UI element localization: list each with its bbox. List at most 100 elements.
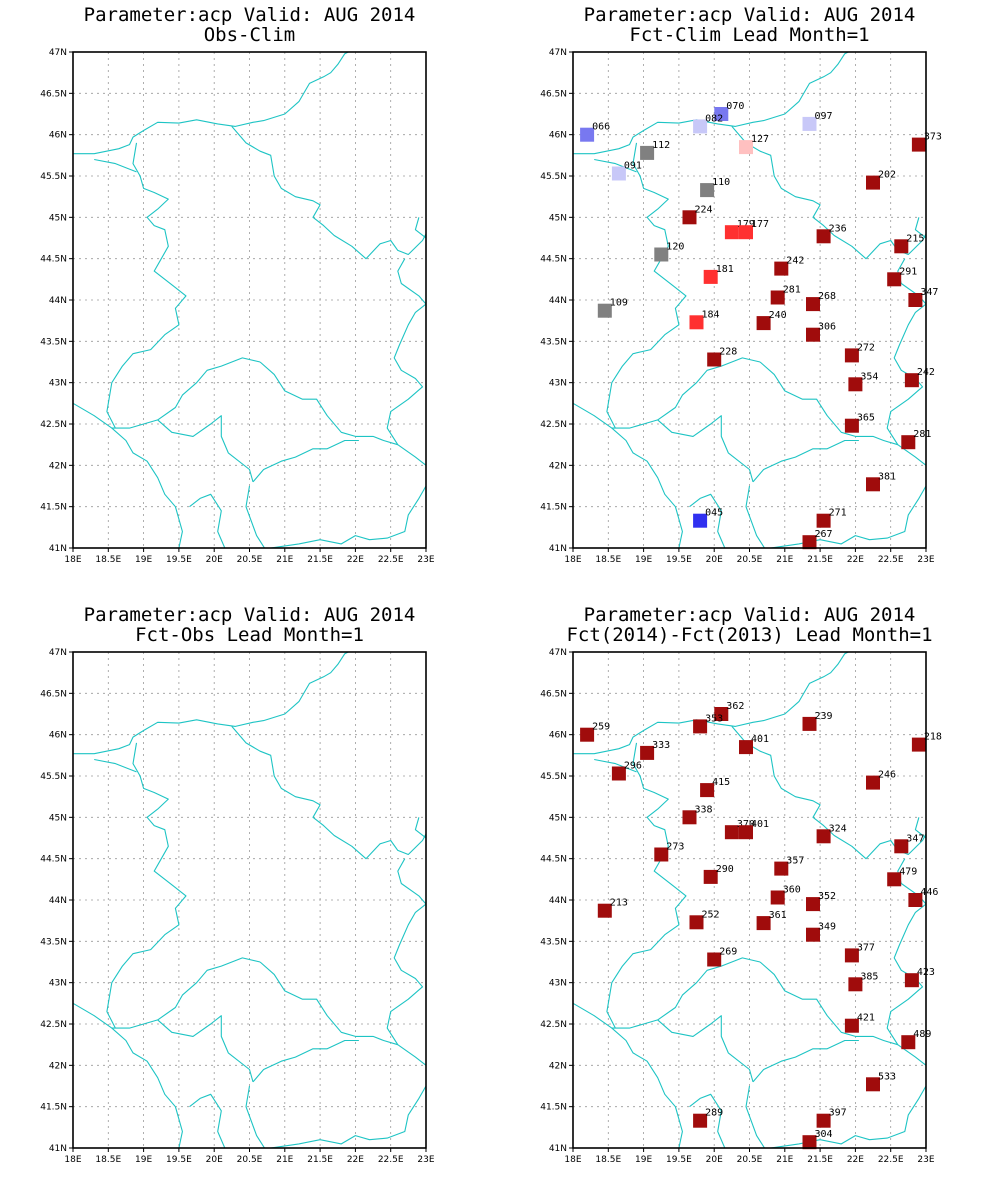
lon-tick-label: 18.5E <box>595 555 621 565</box>
lat-tick-label: 45N <box>49 813 67 823</box>
station-marker <box>816 229 831 244</box>
lat-tick-label: 41N <box>549 1144 567 1154</box>
border-line <box>594 158 637 173</box>
lat-tick-label: 43N <box>549 979 567 989</box>
lat-tick-label: 42N <box>549 1061 567 1071</box>
station-marker <box>908 293 923 307</box>
station-label: 218 <box>924 732 942 743</box>
border-line <box>231 726 426 860</box>
station-label: 370 <box>737 819 755 830</box>
station-marker <box>611 166 626 181</box>
axis-labels: 18E 18.5E 19E 19.5E 20E 20.5E 21E 21.5E 22E 22.5E… <box>540 648 935 1165</box>
station-label: 352 <box>818 891 836 902</box>
station-marker <box>714 707 729 721</box>
lon-tick-label: 18.5E <box>95 555 121 565</box>
lat-tick-label: 43.5N <box>540 337 567 347</box>
station-label: 082 <box>705 113 723 124</box>
station-label: 252 <box>702 909 720 920</box>
station-marker <box>700 183 715 198</box>
station-marker <box>654 847 669 862</box>
station-label: 304 <box>815 1129 833 1140</box>
lat-tick-label: 44.5N <box>540 855 567 865</box>
border-line <box>573 402 683 548</box>
border-line <box>689 493 726 548</box>
panel-fct-fct: Parameter:acp Valid: AUG 2014Fct(2014)-F… <box>540 604 942 1165</box>
station-marker <box>816 829 831 844</box>
lon-tick-label: 21E <box>276 1155 293 1165</box>
lat-tick-label: 45.5N <box>540 172 567 182</box>
station-marker <box>693 119 708 134</box>
station-label: 365 <box>857 413 875 424</box>
station-marker <box>703 869 718 884</box>
station-label: 281 <box>783 285 801 296</box>
station-label: 179 <box>737 219 755 230</box>
lon-tick-label: 20E <box>206 1155 223 1165</box>
station-marker <box>844 948 859 963</box>
lat-tick-label: 42.5N <box>40 420 67 430</box>
station-label: 202 <box>878 170 896 181</box>
station-marker <box>908 893 923 907</box>
station-label: 271 <box>829 508 847 519</box>
lat-tick-label: 45N <box>549 813 567 823</box>
station-marker <box>802 535 817 550</box>
border-line <box>157 1015 254 1083</box>
station-label: 354 <box>860 371 878 382</box>
lon-tick-label: 20.5E <box>737 555 763 565</box>
station-marker <box>580 727 595 742</box>
country-borders <box>73 652 426 1148</box>
station-marker <box>904 373 919 388</box>
lat-tick-label: 42N <box>49 461 67 471</box>
lon-tick-label: 20.5E <box>737 1155 763 1165</box>
station-label: 377 <box>857 942 875 953</box>
station-label: 296 <box>624 761 642 772</box>
border-line <box>606 142 687 429</box>
border-line <box>414 217 426 239</box>
lat-tick-label: 41N <box>549 544 567 554</box>
lat-tick-label: 47N <box>49 648 67 658</box>
border-line <box>73 402 183 548</box>
station-marker <box>848 377 863 392</box>
border-line <box>886 303 926 466</box>
lon-tick-label: 18E <box>64 555 81 565</box>
border-line <box>606 742 687 1029</box>
station-label: 110 <box>712 177 730 188</box>
station-label: 112 <box>652 140 670 151</box>
station-marker <box>689 315 704 330</box>
station-label: 373 <box>924 132 942 143</box>
lon-tick-label: 21.5E <box>807 1155 833 1165</box>
lon-tick-label: 20E <box>706 1155 723 1165</box>
lat-tick-label: 44.5N <box>540 255 567 265</box>
lon-tick-label: 20.5E <box>237 1155 263 1165</box>
station-label: 066 <box>592 122 610 133</box>
border-line <box>752 1039 859 1083</box>
station-label: 360 <box>783 885 801 896</box>
lon-tick-label: 19.5E <box>666 555 692 565</box>
station-label: 267 <box>815 529 833 540</box>
border-line <box>752 439 859 483</box>
lon-tick-label: 19E <box>635 555 652 565</box>
station-label: 239 <box>815 711 833 722</box>
station-label: 268 <box>818 291 836 302</box>
lat-tick-label: 41.5N <box>540 1103 567 1113</box>
lat-tick-label: 44N <box>49 896 67 906</box>
station-marker <box>866 1077 880 1092</box>
border-line <box>886 903 926 1066</box>
lat-tick-label: 47N <box>49 48 67 58</box>
station-label: 347 <box>906 833 924 844</box>
lon-tick-label: 19E <box>635 1155 652 1165</box>
station-label: 228 <box>719 347 737 358</box>
border-line <box>231 126 426 260</box>
lat-tick-label: 46N <box>549 731 567 741</box>
station-marker <box>724 825 739 840</box>
station-label: 091 <box>624 161 642 172</box>
border-line <box>594 758 637 773</box>
border-line <box>106 142 187 429</box>
border-line <box>94 758 137 773</box>
station-marker <box>844 348 859 363</box>
station-marker <box>887 272 902 287</box>
lat-tick-label: 45N <box>49 213 67 223</box>
station-marker <box>739 740 753 755</box>
border-line <box>759 361 898 446</box>
